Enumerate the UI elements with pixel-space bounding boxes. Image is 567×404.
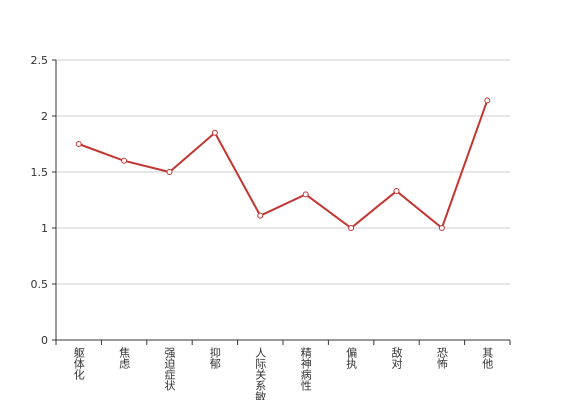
x-tick-label: 强迫症状: [163, 347, 176, 391]
x-tick-label: 精神病性: [299, 347, 312, 392]
point: [121, 157, 128, 164]
y-tick-label: 1.5: [31, 166, 49, 179]
point: [484, 97, 491, 104]
y-tick-label: 2: [41, 110, 48, 123]
x-tick-label: 抑郁: [208, 346, 221, 369]
y-tick-label: 0.5: [31, 278, 49, 291]
x-tick-label: 焦虑: [118, 347, 131, 369]
x-tick-label: 人际关系敏感: [254, 347, 267, 400]
point: [438, 225, 445, 231]
point: [75, 141, 82, 147]
x-tick-label: 其他: [481, 347, 494, 369]
y-tick-label: 2.5: [31, 54, 49, 67]
y-tick-label: 1: [41, 222, 48, 235]
point: [211, 129, 218, 136]
point: [348, 225, 355, 231]
point: [257, 212, 264, 219]
y-tick-label: 0: [41, 334, 48, 347]
x-tick-label: 躯体化: [72, 347, 85, 381]
x-tick-label: 敌对: [390, 346, 403, 369]
point: [166, 169, 173, 175]
x-tick-label: 恐怖: [435, 347, 448, 369]
point: [302, 191, 309, 198]
line: [78, 99, 489, 230]
point: [393, 188, 400, 195]
x-tick-label: 偏执: [345, 346, 358, 370]
